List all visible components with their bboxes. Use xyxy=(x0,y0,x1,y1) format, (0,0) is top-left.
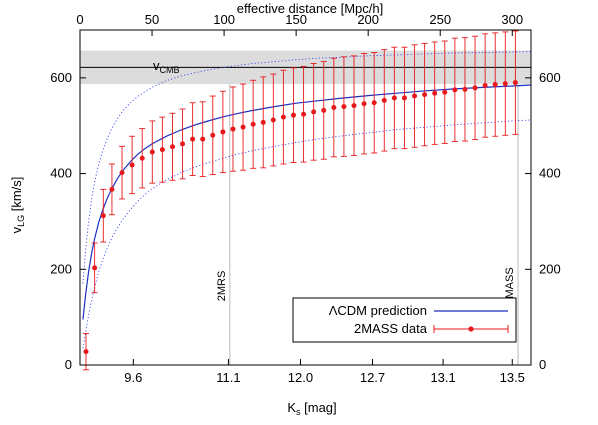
data-point-11 xyxy=(190,136,196,142)
bottom-axis-label-sub: s xyxy=(296,407,301,417)
data-point-33 xyxy=(412,93,418,99)
y-axis-label-main: v xyxy=(9,226,24,233)
vertical-marker-layer: 2MRS 2MASS xyxy=(216,84,519,365)
y-tick-label-right-1: 200 xyxy=(539,261,561,276)
cmb-label: vCMB xyxy=(153,58,180,75)
cmb-label-sub: CMB xyxy=(160,65,180,75)
legend-label-data: 2MASS data xyxy=(354,321,428,336)
data-point-27 xyxy=(351,103,357,109)
bottom-axis-label: Ks [mag] xyxy=(287,400,336,417)
top-tick-label-5: 250 xyxy=(429,12,451,27)
data-point-7 xyxy=(149,149,155,155)
top-tick-label-1: 50 xyxy=(145,12,159,27)
plot-frame-layer xyxy=(79,29,532,366)
data-point-37 xyxy=(452,87,458,93)
data-point-25 xyxy=(331,105,337,111)
data-point-8 xyxy=(159,147,165,153)
data-point-22 xyxy=(301,111,307,117)
y-axis-label: vLG [km/s] xyxy=(9,177,26,234)
survey-marker-label-0: 2MRS xyxy=(216,271,228,302)
bottom-tick-label-3: 12.7 xyxy=(360,370,385,385)
top-axis-label: effective distance [Mpc/h] xyxy=(237,1,383,16)
bottom-tick-label-2: 12.0 xyxy=(288,370,313,385)
data-point-26 xyxy=(341,104,347,110)
model-line xyxy=(82,84,532,320)
top-tick-label-2: 100 xyxy=(213,12,235,27)
data-point-9 xyxy=(169,144,175,150)
data-point-36 xyxy=(442,89,448,95)
data-point-15 xyxy=(230,126,236,132)
data-point-40 xyxy=(482,83,488,89)
data-point-41 xyxy=(492,82,498,88)
bottom-tick-label-0: 9.6 xyxy=(124,370,142,385)
data-point-2 xyxy=(100,213,106,219)
y-tick-label-left-3: 600 xyxy=(50,70,72,85)
y-axis-label-sub: LG xyxy=(16,215,26,227)
y-tick-label-right-0: 0 xyxy=(539,357,546,372)
y-tick-label-right-2: 400 xyxy=(539,166,561,181)
cmb-band-layer xyxy=(80,50,531,85)
data-point-28 xyxy=(361,101,367,107)
data-point-13 xyxy=(210,132,216,138)
legend-swatch-data-dot xyxy=(468,326,474,332)
data-point-0 xyxy=(83,349,89,355)
data-point-35 xyxy=(432,90,438,96)
data-point-43 xyxy=(512,80,518,86)
data-point-30 xyxy=(381,97,387,103)
model-bound-1 xyxy=(82,51,532,284)
data-point-42 xyxy=(502,81,508,87)
data-point-6 xyxy=(139,155,145,161)
data-point-31 xyxy=(391,95,397,101)
data-point-5 xyxy=(129,162,135,168)
top-tick-label-6: 300 xyxy=(501,12,523,27)
data-point-17 xyxy=(250,121,256,127)
data-point-23 xyxy=(311,109,317,115)
bottom-tick-label-1: 11.1 xyxy=(216,370,240,385)
cmb-label-main: v xyxy=(153,58,160,73)
data-point-18 xyxy=(260,119,266,125)
legend: ΛCDM prediction 2MASS data xyxy=(292,297,517,343)
data-point-29 xyxy=(371,100,377,106)
data-point-24 xyxy=(321,107,327,113)
legend-box xyxy=(292,297,517,343)
data-point-4 xyxy=(119,170,125,176)
data-point-32 xyxy=(401,95,407,101)
data-point-38 xyxy=(462,86,468,92)
data-point-10 xyxy=(180,141,186,147)
data-point-14 xyxy=(220,129,226,135)
data-points-layer xyxy=(83,30,519,371)
data-point-1 xyxy=(92,265,98,271)
data-point-39 xyxy=(472,85,478,91)
legend-label-model: ΛCDM prediction xyxy=(329,303,427,318)
tick-layer: 0 0 200 200 400 400 600 600 0 50 100 150 200 250 300 9.… xyxy=(50,12,560,385)
model-curves-layer xyxy=(82,51,532,349)
data-point-20 xyxy=(280,114,286,120)
data-point-21 xyxy=(290,112,296,118)
data-point-19 xyxy=(270,117,276,123)
y-tick-label-left-0: 0 xyxy=(65,357,72,372)
y-axis-label-rest: [km/s] xyxy=(9,177,24,215)
data-point-3 xyxy=(109,186,115,192)
plot-frame xyxy=(79,29,532,366)
bottom-axis-label-rest: [mag] xyxy=(301,400,337,415)
top-tick-label-4: 200 xyxy=(357,12,379,27)
data-point-16 xyxy=(240,124,246,130)
bottom-axis-label-main: K xyxy=(287,400,296,415)
survey-marker-label-1: 2MASS xyxy=(504,267,516,304)
y-tick-label-left-2: 400 xyxy=(50,166,72,181)
data-point-12 xyxy=(200,136,206,142)
top-tick-label-0: 0 xyxy=(76,12,83,27)
y-tick-label-left-1: 200 xyxy=(50,261,72,276)
top-tick-label-3: 150 xyxy=(285,12,307,27)
model-bound-2 xyxy=(82,119,532,349)
bottom-tick-label-5: 13.5 xyxy=(500,370,525,385)
data-point-34 xyxy=(422,92,428,98)
y-tick-label-right-3: 600 xyxy=(539,70,561,85)
bottom-tick-label-4: 13.1 xyxy=(430,370,455,385)
